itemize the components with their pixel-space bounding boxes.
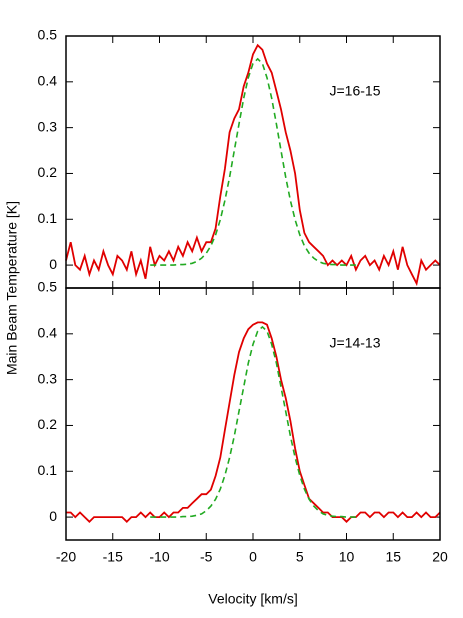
- y-tick-label: 0.5: [38, 27, 58, 43]
- y-tick-label: 0: [49, 256, 57, 272]
- y-tick-label: 0.1: [38, 462, 58, 478]
- x-tick-label: 20: [432, 549, 448, 565]
- x-tick-label: 10: [339, 549, 355, 565]
- y-tick-label: 0.4: [38, 325, 58, 341]
- fit-line: [150, 57, 356, 266]
- plot-frame: [65, 35, 441, 289]
- y-tick-label: 0.5: [38, 279, 58, 295]
- spectrum-line: [65, 43, 441, 287]
- x-tick-label: -5: [200, 549, 213, 565]
- y-tick-label: 0.1: [38, 210, 58, 226]
- y-tick-label: 0: [49, 508, 57, 524]
- y-axis-label: Main Beam Temperature [K]: [4, 201, 20, 375]
- y-tick-label: 0.4: [38, 73, 58, 89]
- x-tick-label: -15: [103, 549, 123, 565]
- y-tick-label: 0.3: [38, 118, 58, 134]
- y-tick-label: 0.3: [38, 370, 58, 386]
- x-tick-label: -10: [149, 549, 169, 565]
- x-tick-label: 0: [249, 549, 257, 565]
- x-tick-label: 15: [385, 549, 401, 565]
- x-axis-label: Velocity [km/s]: [208, 591, 297, 607]
- x-tick-label: -20: [56, 549, 76, 565]
- spectrum-line: [66, 321, 441, 523]
- y-tick-label: 0.2: [38, 416, 58, 432]
- plot-frame: [65, 287, 441, 541]
- fit-line: [150, 325, 356, 518]
- y-tick-label: 0.2: [38, 164, 58, 180]
- annotation: J=16-15: [330, 83, 381, 99]
- x-tick-label: 5: [296, 549, 304, 565]
- annotation: J=14-13: [330, 335, 381, 351]
